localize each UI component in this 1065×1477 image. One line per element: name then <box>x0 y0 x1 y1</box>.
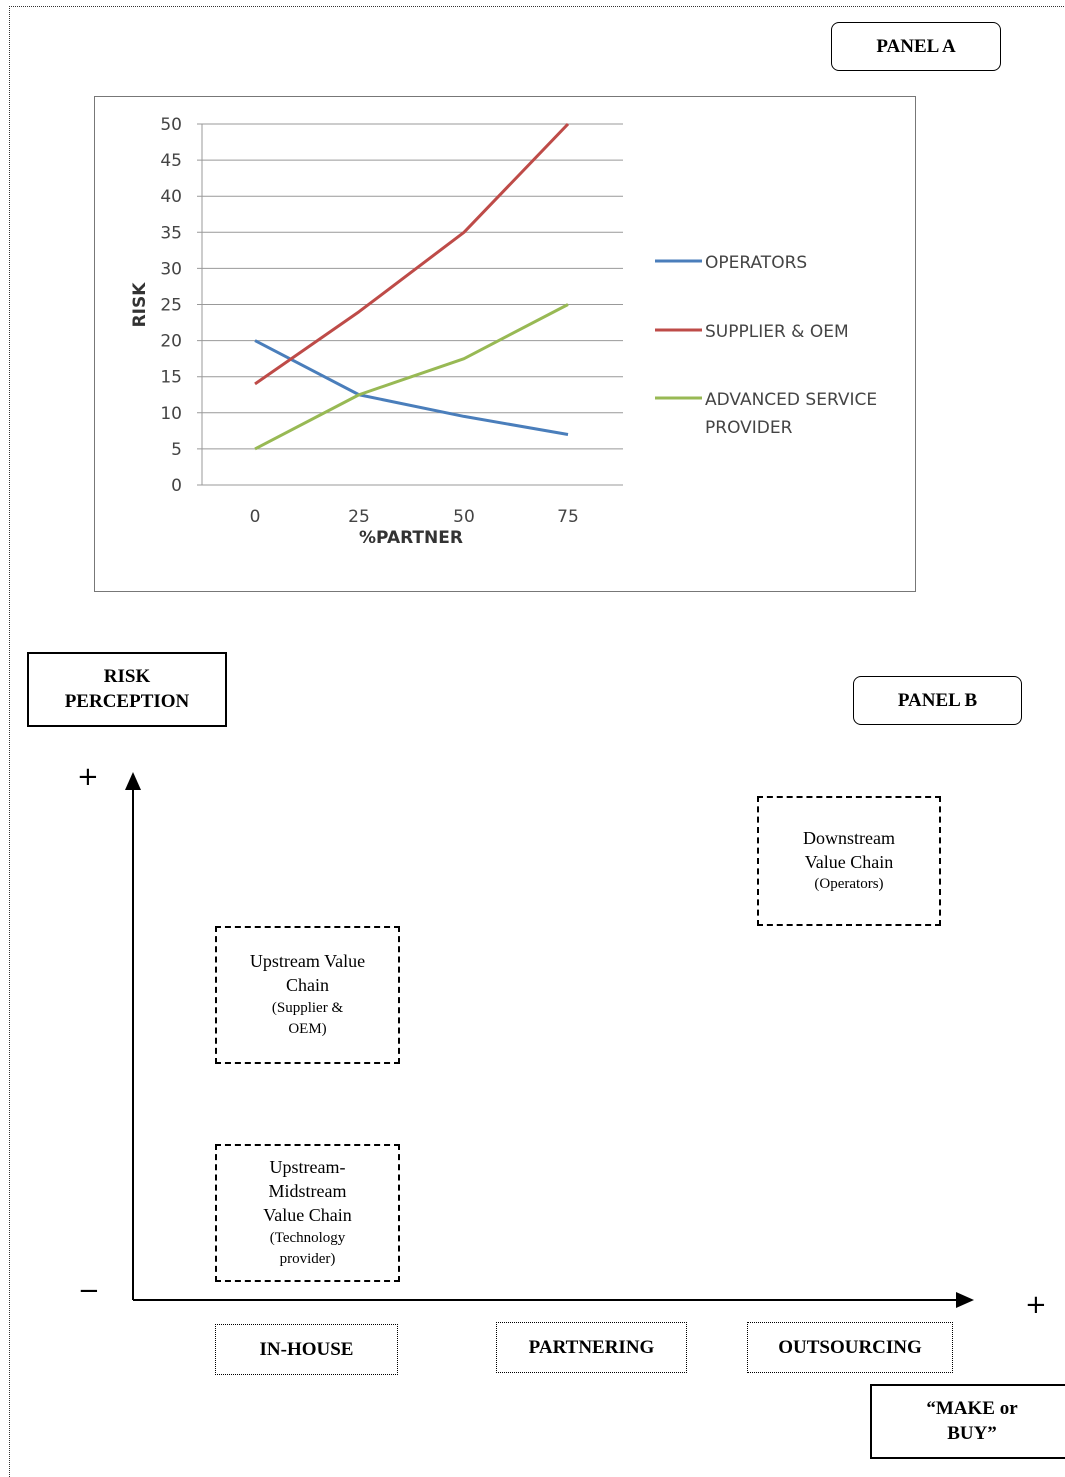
series-line-0 <box>254 339 569 436</box>
x-axis-label-line-2: BUY” <box>947 1422 997 1444</box>
midstream-line-3: Value Chain <box>263 1205 352 1226</box>
category-in-house: IN-HOUSE <box>215 1324 398 1375</box>
midstream-line-2: Midstream <box>268 1181 347 1202</box>
figure-frame <box>9 6 1065 1477</box>
upstream-line-2: Chain <box>286 975 329 996</box>
y-tick-label: 30 <box>160 259 182 279</box>
category-outsourcing: OUTSOURCING <box>747 1322 953 1373</box>
y-tick-label: 5 <box>171 440 182 460</box>
risk-line-chart: 0 5 10 15 20 25 30 35 40 45 50 0 25 50 75 %PARTNER RISK O… <box>94 96 916 592</box>
x-axis-title: %PARTNER <box>359 528 463 548</box>
y-tick-label: 45 <box>160 151 182 171</box>
panel-b-label: PANEL B <box>853 676 1022 725</box>
x-tick-label: 25 <box>348 507 370 527</box>
y-axis-plus-sign: + <box>77 762 99 792</box>
y-axis-label-line-1: RISK <box>103 665 151 687</box>
y-axis-label: RISK PERCEPTION <box>27 652 227 727</box>
y-tick-label: 35 <box>160 223 182 243</box>
midstream-line-1: Upstream- <box>269 1156 346 1177</box>
x-tick-label: 75 <box>557 507 579 527</box>
downstream-line-2: Value Chain <box>804 852 894 873</box>
x-axis-label: “MAKE or BUY” <box>870 1384 1065 1459</box>
legend-label: ADVANCED SERVICE <box>705 390 877 410</box>
y-tick-label: 0 <box>171 476 182 496</box>
midstream-sub-1: (Technology <box>269 1229 346 1246</box>
category-partnering: PARTNERING <box>496 1322 687 1373</box>
upstream-sub-2: OEM) <box>288 1021 327 1038</box>
legend-label: SUPPLIER & OEM <box>705 322 849 342</box>
series-line-2 <box>254 303 569 451</box>
midstream-sub-2: provider) <box>279 1251 336 1268</box>
downstream-value-chain-box: Downstream Value Chain (Operators) <box>757 796 941 926</box>
panel-a-label: PANEL A <box>831 22 1001 71</box>
x-axis-plus-sign: + <box>1025 1290 1047 1320</box>
y-tick-label: 25 <box>160 296 182 316</box>
y-axis-label-line-2: PERCEPTION <box>64 690 190 712</box>
upstream-midstream-value-chain-box: Upstream- Midstream Value Chain (Technol… <box>215 1144 400 1282</box>
x-axis-label-line-1: “MAKE or <box>926 1397 1018 1419</box>
y-tick-label: 40 <box>160 187 182 207</box>
chart-svg: 0 5 10 15 20 25 30 35 40 45 50 0 25 50 75 %PARTNER RISK O… <box>130 115 877 548</box>
legend-label: PROVIDER <box>705 418 793 438</box>
y-tick-label: 50 <box>160 115 182 135</box>
x-tick-label: 50 <box>453 507 475 527</box>
upstream-line-1: Upstream Value <box>249 950 366 971</box>
downstream-sub-1: (Operators) <box>814 876 884 893</box>
y-tick-label: 15 <box>160 368 182 388</box>
y-axis-minus-sign: − <box>78 1276 100 1306</box>
y-axis-title: RISK <box>130 282 150 328</box>
y-tick-label: 10 <box>160 404 182 424</box>
downstream-line-1: Downstream <box>803 827 895 848</box>
legend-label: OPERATORS <box>705 253 807 273</box>
series-line-1 <box>254 122 570 386</box>
y-tick-label: 20 <box>160 332 182 352</box>
x-tick-label: 0 <box>250 507 261 527</box>
upstream-value-chain-box: Upstream Value Chain (Supplier & OEM) <box>215 926 400 1064</box>
upstream-sub-1: (Supplier & <box>271 999 344 1016</box>
